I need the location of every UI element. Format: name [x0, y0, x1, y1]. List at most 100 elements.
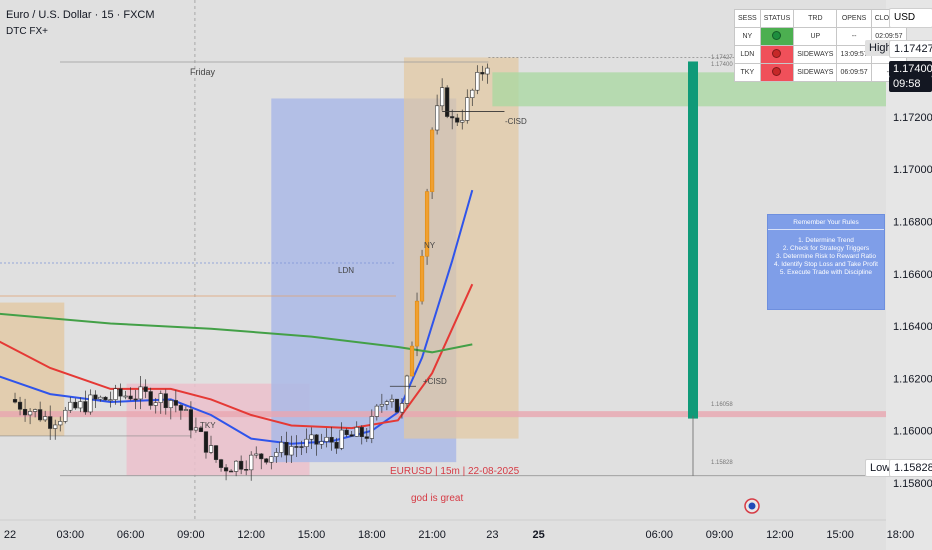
candle-body — [53, 424, 58, 429]
high-price-badge: 1.17427 — [889, 40, 932, 58]
candle-body — [369, 416, 374, 439]
status-cell — [759, 45, 795, 64]
candle-body — [409, 345, 415, 377]
candle-body — [389, 398, 395, 403]
candle-body — [450, 116, 455, 119]
candle-body — [153, 402, 158, 406]
candle-body — [304, 438, 309, 447]
candle-body — [319, 441, 324, 445]
x-tick-label: 06:00 — [117, 529, 145, 541]
col-opens: OPENS — [836, 9, 872, 28]
candle-body — [148, 391, 153, 406]
candle-body — [414, 300, 420, 347]
table-row: TKY SIDEWAYS 06:09:57 -- — [734, 63, 908, 82]
candle-body — [27, 411, 33, 416]
candle-body — [234, 460, 239, 472]
candle-body — [83, 401, 88, 413]
candle-body — [379, 404, 384, 407]
candle-body — [12, 399, 18, 403]
candle-body — [178, 405, 183, 411]
candle-body — [314, 434, 319, 445]
candle-body — [435, 105, 440, 131]
candle-body — [349, 434, 354, 437]
candle-body — [73, 401, 78, 409]
candle-body — [208, 445, 214, 453]
candle-body — [394, 398, 400, 413]
session-box — [403, 57, 519, 439]
candle-body — [138, 386, 143, 400]
candle-body — [475, 72, 480, 91]
candle-body — [359, 427, 364, 438]
opens-cell: 06:09:57 — [836, 63, 872, 82]
candle-body — [78, 401, 83, 409]
candle-body — [279, 441, 284, 453]
candle-body — [404, 375, 410, 404]
x-tick-label: 12:00 — [766, 529, 794, 541]
sess-cell: TKY — [734, 63, 761, 82]
candle-body — [17, 401, 23, 410]
x-tick-label: 03:00 — [57, 529, 85, 541]
symbol-title: Euro / U.S. Dollar · 15 · FXCM — [6, 9, 155, 21]
candle-body — [239, 460, 244, 470]
y-tick-label: 1.17000 — [893, 164, 932, 176]
candle-body — [324, 436, 329, 442]
candle-body — [354, 427, 359, 437]
candle-body — [294, 446, 299, 448]
candle-body — [103, 396, 108, 401]
col-sess: SESS — [734, 9, 761, 28]
candle-body — [344, 429, 349, 436]
rule-item: 3. Determine Risk to Reward Ratio — [775, 253, 877, 260]
rule-item: 4. Identify Stop Loss and Take Profit — [774, 261, 878, 268]
ny-label: NY — [424, 241, 436, 250]
status-cell — [759, 63, 795, 82]
trd-cell: UP — [793, 27, 838, 46]
minus-cisd-label: -CISD — [505, 117, 527, 126]
candle-body — [374, 405, 379, 417]
level-label-mid: 1.16058 — [711, 402, 733, 408]
candle-body — [158, 393, 163, 403]
mid-level-zone — [0, 411, 886, 418]
candle-body — [133, 398, 138, 401]
x-tick-label: 25 — [533, 529, 545, 541]
y-tick-label: 1.16000 — [893, 426, 932, 438]
candle-body — [173, 400, 178, 406]
eurusd-caption: EURUSD | 15m | 22-08-2025 — [390, 466, 520, 477]
level-label-top2: 1.17400 — [711, 62, 733, 68]
candle-body — [244, 469, 249, 471]
rule-item: 5. Execute Trade with Discipline — [779, 269, 873, 276]
candle-body — [289, 446, 294, 456]
y-tick-label: 1.16200 — [893, 373, 932, 385]
indicator-name[interactable]: DTC FX+ — [6, 26, 48, 37]
x-tick-label: 12:00 — [237, 529, 265, 541]
status-green-icon — [772, 31, 782, 40]
candle-body — [128, 395, 133, 400]
candle-body — [329, 436, 334, 443]
ema_slow-line — [0, 283, 474, 430]
plus-cisd-label: +CISD — [423, 377, 447, 386]
candle-body — [113, 388, 118, 400]
rule-item: 2. Check for Strategy Triggers — [782, 245, 870, 252]
candle-body — [259, 453, 264, 460]
tky-label: TKY — [200, 421, 216, 430]
candle-body — [384, 401, 389, 405]
x-tick-label: 18:00 — [358, 529, 386, 541]
ema_long-line — [0, 312, 473, 354]
candle-body — [399, 403, 405, 413]
candle-body — [480, 72, 485, 75]
currency-button[interactable]: USD — [889, 8, 932, 28]
candle-body — [309, 434, 314, 440]
x-tick-label: 21:00 — [418, 529, 446, 541]
ldn-label: LDN — [338, 266, 354, 275]
low-price-badge: 1.15828 — [889, 459, 932, 477]
candle-body — [58, 421, 63, 426]
candle-body — [93, 394, 98, 400]
x-tick-label: 23 — [486, 529, 498, 541]
candle-body — [98, 396, 103, 400]
y-tick-label: 1.16400 — [893, 321, 932, 333]
x-tick-label: 15:00 — [826, 529, 854, 541]
candle-body — [470, 89, 475, 98]
friday-label: Friday — [190, 67, 216, 77]
candle-body — [254, 453, 259, 456]
x-tick-label: 15:00 — [298, 529, 326, 541]
x-tick-label: 18:00 — [887, 529, 915, 541]
